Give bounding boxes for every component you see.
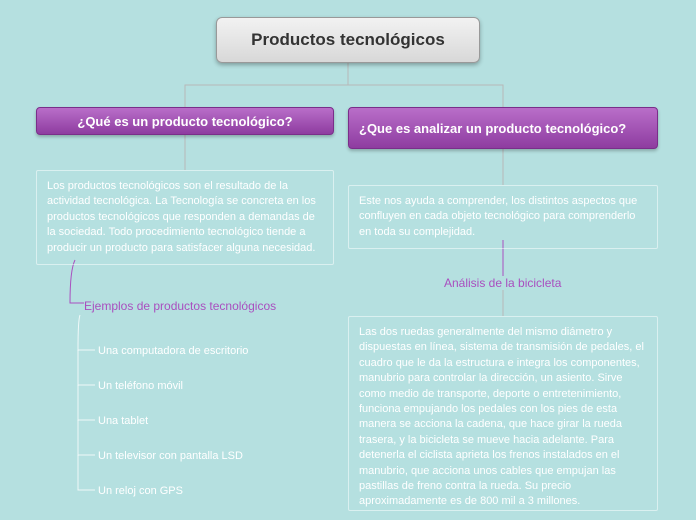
- example-item[interactable]: Un televisor con pantalla LSD: [98, 450, 243, 462]
- analysis-title-text: Análisis de la bicicleta: [444, 276, 561, 290]
- example-item[interactable]: Un teléfono móvil: [98, 380, 183, 392]
- analysis-desc-text: Las dos ruedas generalmente del mismo di…: [359, 326, 644, 507]
- left-desc-node[interactable]: Los productos tecnológicos son el result…: [36, 170, 334, 265]
- item-text: Un teléfono móvil: [98, 380, 183, 392]
- analysis-title-node[interactable]: Análisis de la bicicleta: [444, 276, 561, 290]
- left-question-text: ¿Qué es un producto tecnológico?: [77, 114, 292, 129]
- example-item[interactable]: Una computadora de escritorio: [98, 345, 248, 357]
- right-question-text: ¿Que es analizar un producto tecnológico…: [359, 121, 626, 136]
- root-title: Productos tecnológicos: [251, 30, 445, 50]
- examples-title-node[interactable]: Ejemplos de productos tecnológicos: [84, 299, 276, 313]
- right-desc-node[interactable]: Este nos ayuda a comprender, los distint…: [348, 185, 658, 249]
- left-desc-text: Los productos tecnológicos son el result…: [47, 180, 316, 254]
- root-node[interactable]: Productos tecnológicos: [216, 17, 480, 63]
- left-question-node[interactable]: ¿Qué es un producto tecnológico?: [36, 107, 334, 135]
- right-question-node[interactable]: ¿Que es analizar un producto tecnológico…: [348, 107, 658, 149]
- analysis-desc-node[interactable]: Las dos ruedas generalmente del mismo di…: [348, 316, 658, 511]
- right-desc-text: Este nos ayuda a comprender, los distint…: [359, 195, 637, 238]
- example-item[interactable]: Una tablet: [98, 415, 148, 427]
- item-text: Una computadora de escritorio: [98, 345, 248, 357]
- item-text: Una tablet: [98, 415, 148, 427]
- item-text: Un televisor con pantalla LSD: [98, 450, 243, 462]
- example-item[interactable]: Un reloj con GPS: [98, 485, 183, 497]
- examples-title-text: Ejemplos de productos tecnológicos: [84, 299, 276, 313]
- item-text: Un reloj con GPS: [98, 485, 183, 497]
